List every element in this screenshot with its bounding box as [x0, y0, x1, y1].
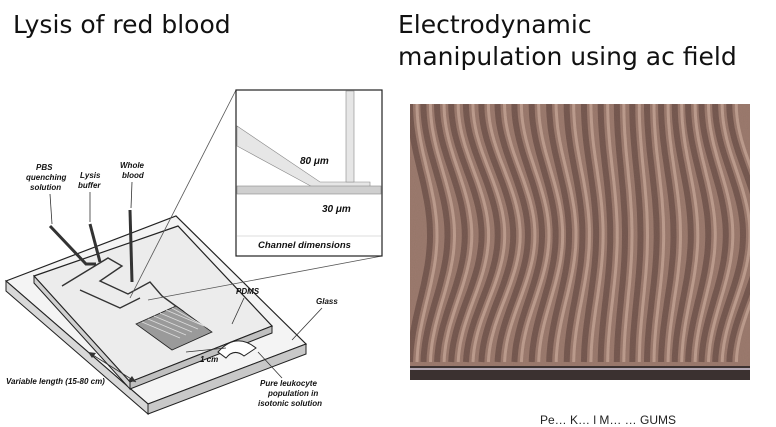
pbs-tube — [48, 224, 96, 266]
label-whole-2: blood — [122, 171, 145, 180]
zoom-line-top — [129, 89, 237, 299]
image-credit: Pe… K… l M… … GUMS — [540, 413, 677, 427]
inset-width-80-label: 80 μm — [300, 156, 329, 167]
label-whole-1: Whole — [120, 161, 145, 170]
micrograph-grain — [410, 104, 750, 380]
left-panel-title: Lysis of red blood — [13, 10, 231, 39]
label-glass: Glass — [316, 297, 338, 306]
micrograph-bottom-strip — [410, 366, 750, 380]
label-pbs-3: solution — [30, 183, 61, 192]
microfluidic-device-diagram: 80 μm 30 μm Channel dimensions PBS quenc… — [4, 89, 383, 416]
right-title-line-2: manipulation using ac field — [398, 42, 737, 71]
serpentine-lysis-grid — [135, 305, 213, 351]
zoom-line-bottom — [147, 255, 383, 301]
label-lysis-2: buffer — [78, 181, 101, 190]
right-title-line-1: Electrodynamic — [398, 10, 592, 39]
label-pbs-1: PBS — [36, 163, 53, 172]
label-pure-3: isotonic solution — [258, 399, 322, 408]
label-pdms: PDMS — [236, 287, 260, 296]
inset-caption: Channel dimensions — [258, 240, 351, 251]
electrodynamic-micrograph — [410, 104, 750, 380]
label-pure-1: Pure leukocyte — [260, 379, 317, 388]
label-variable-length: Variable length (15-80 cm) — [6, 377, 105, 386]
right-panel-title: Electrodynamic manipulation using ac fie… — [398, 9, 737, 73]
inset-width-30-label: 30 μm — [322, 204, 351, 215]
channel-dimensions-inset: 80 μm 30 μm Channel dimensions — [235, 89, 383, 257]
microchannel-network — [61, 257, 185, 313]
whole-blood-tube — [128, 209, 134, 283]
lysis-buffer-tube — [88, 223, 102, 263]
label-lysis-1: Lysis — [80, 171, 101, 180]
label-pbs-2: quenching — [26, 173, 67, 182]
label-pure-2: population in — [267, 389, 318, 398]
outlet-reservoir — [217, 340, 257, 359]
label-one-cm: 1 cm — [200, 355, 218, 364]
